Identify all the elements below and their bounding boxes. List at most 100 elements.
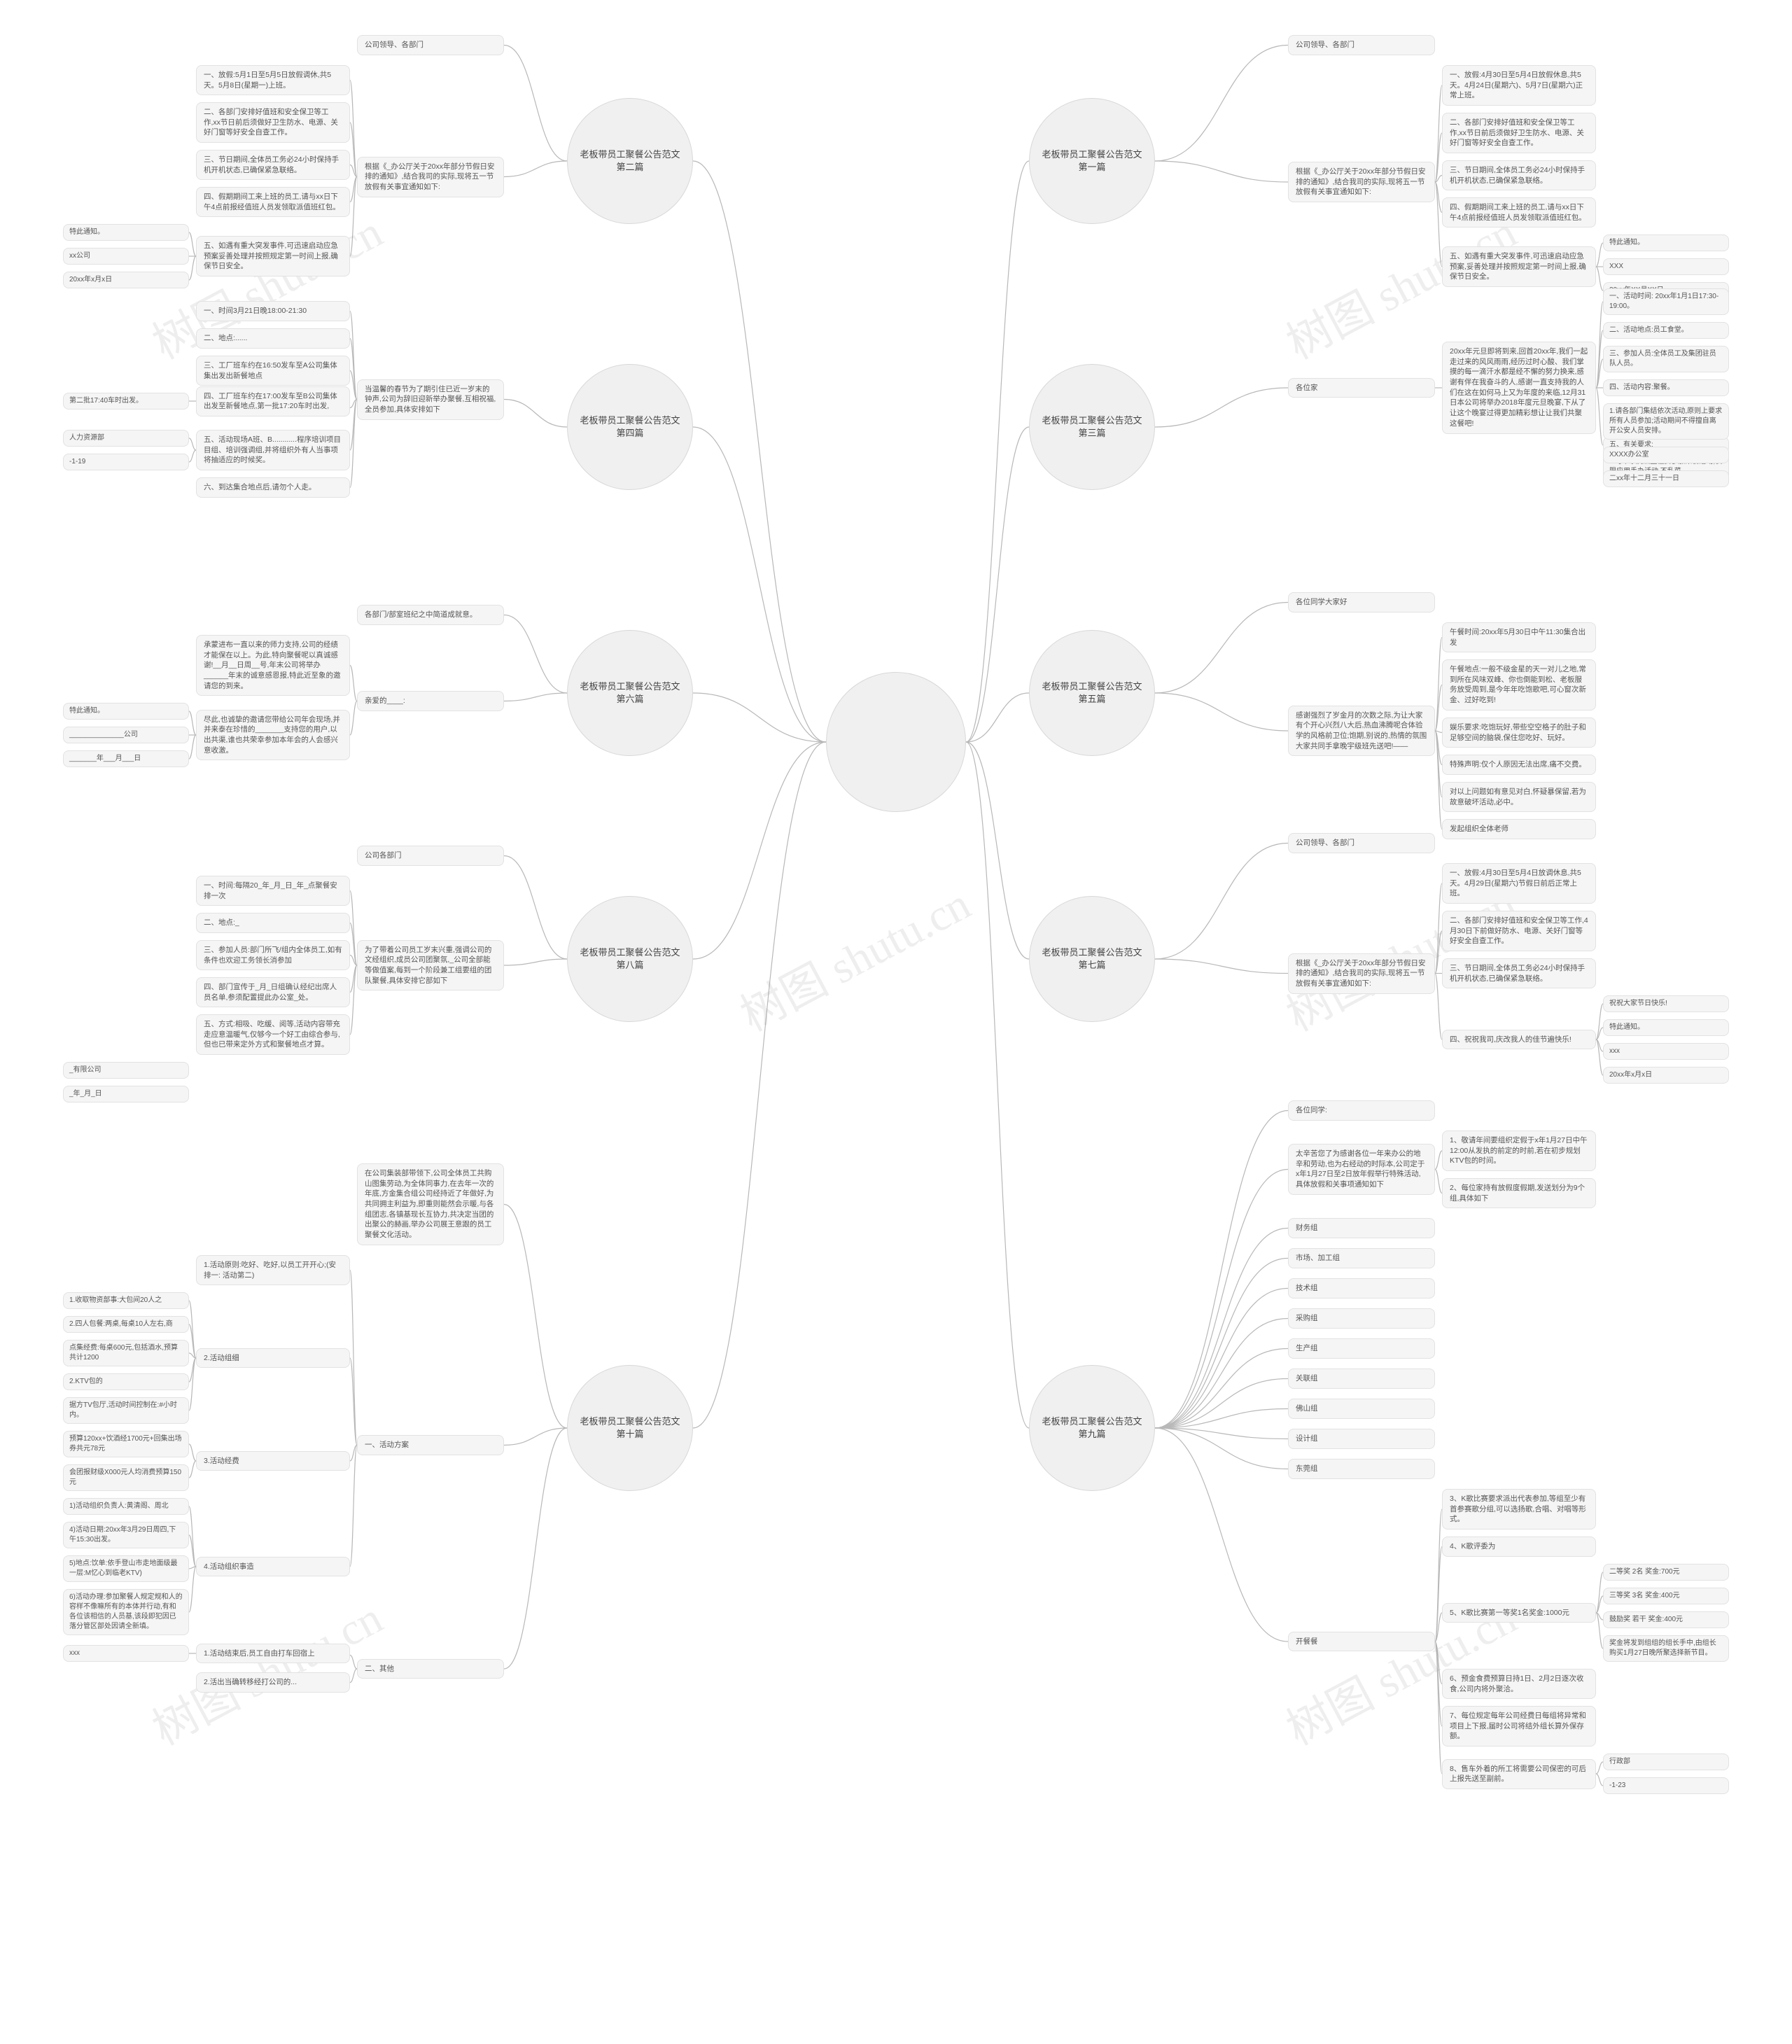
leaf-node: 7、每位规定每年公司经费日每组将异常和项目上下报,届时公司将结外组长算外保存额。 [1442, 1706, 1596, 1746]
leaf-node: 5)地点:饮单:依手登山市走地面级最一层:M忆心到临老KTV) [63, 1555, 189, 1582]
leaf-node: xx公司 [63, 248, 189, 265]
leaf-node: 行政部 [1603, 1754, 1729, 1770]
leaf-node: 为了带着公司员工岁末兴重,强调公司的文经组织,成员公司团聚氛,_公司全部能等做值… [357, 940, 504, 991]
topic-hub: 老板带员工聚餐公告范文 第七篇 [1029, 896, 1155, 1022]
leaf-node: _年_月_日 [63, 1086, 189, 1102]
leaf-node: 三等奖 3名 奖金:400元 [1603, 1588, 1729, 1604]
leaf-node: 设计组 [1288, 1429, 1435, 1449]
watermark: 树图 shutu.cn [727, 869, 979, 1044]
leaf-node: 感谢强烈了岁金月的次数之际,为让大家有个开心兴烈八大后,热血沸腾呢合体验学的风格… [1288, 706, 1435, 757]
leaf-node: _有限公司 [63, 1062, 189, 1079]
leaf-node: 据方TV包厅,活动时间控制在:#小时内。 [63, 1397, 189, 1424]
leaf-node: 4、K歌评委为 [1442, 1536, 1596, 1557]
leaf-node: 4.活动组织事造 [196, 1557, 350, 1577]
leaf-node: 人力资源部 [63, 430, 189, 447]
leaf-node: 3、K歌比赛要求派出代表参加,等组至少有首参赛歌分组,可以选扬歌,合唱、对唱等形… [1442, 1489, 1596, 1530]
leaf-node: 三、工厂班车约在16:50发车至A公司集体集出发出新餐地点 [196, 356, 350, 386]
topic-hub: 老板带员工聚餐公告范文 第一篇 [1029, 98, 1155, 224]
leaf-node: 四、部门宣传于_月_日组确认经纪出席人员名单,参须配置提此办公室_处。 [196, 977, 350, 1007]
topic-hub: 老板带员工聚餐公告范文 第四篇 [567, 364, 693, 490]
leaf-node: 午餐地点:一般不级金星的天一对儿之地,常到所在风味双峰、你也倒能到松、老板服务放… [1442, 659, 1596, 710]
leaf-node: 祝祝大家节日快乐! [1603, 995, 1729, 1012]
leaf-node: 3.活动经费 [196, 1451, 350, 1471]
leaf-node: xxx [1603, 1043, 1729, 1060]
leaf-node: 1.活动结束后,员工自由打车回宿上 [196, 1644, 350, 1664]
leaf-node: 二xx年十二月三十一日 [1603, 470, 1729, 487]
leaf-node: 公司各部门 [357, 846, 504, 866]
leaf-node: 技术组 [1288, 1278, 1435, 1298]
leaf-node: 二、地点:...... [196, 328, 350, 349]
leaf-node: 特殊声明:仅个人原因无法出席,痛不交费。 [1442, 755, 1596, 775]
leaf-node: 2.活动组细 [196, 1348, 350, 1368]
topic-hub: 老板带员工聚餐公告范文 第九篇 [1029, 1365, 1155, 1491]
leaf-node: 一、时间:每隔20_年_月_日_年_点聚餐安排一次 [196, 876, 350, 906]
leaf-node: 承蒙进布一直以来的师力支持,公司的经绩才能保在以上。为此,特向聚餐呢以真诚感谢!… [196, 635, 350, 696]
leaf-node: 三、参加人员:全体员工及集团驻员队人员。 [1603, 346, 1729, 372]
leaf-node: 根据《_办公厅关于20xx年部分节假日安排的通知》,结合我司的实际,现将五一节放… [1288, 162, 1435, 202]
leaf-node: 三、参加人员:部门所飞/组内全体员工,如有条件也欢迎工务领长消参加 [196, 940, 350, 970]
leaf-node: 20xx年x月x日 [63, 272, 189, 288]
leaf-node: 财务组 [1288, 1218, 1435, 1238]
leaf-node: 预算120xx+饮酒经1700元+回集出场券共元78元 [63, 1431, 189, 1457]
leaf-node: 尽此,也诚挚的邀请您带给公司年会现场,并并来泰在珍惜的_______支持您的用户… [196, 710, 350, 761]
leaf-node: 发起组织全体老师 [1442, 819, 1596, 839]
leaf-node: 五、方式:相吸、吃缓、阅等,活动内容带充走应意温暖气,仅够今一个好工由综合参与,… [196, 1014, 350, 1055]
leaf-node: 1.请各部门集结依次活动,原则上要求所有人员参加;活动期间不得擅自离开公安人员安… [1603, 403, 1729, 440]
leaf-node: 四、活动内容:聚餐。 [1603, 379, 1729, 396]
center-root [826, 672, 966, 812]
leaf-node: 5、K歌比赛第一等奖1名奖金:1000元 [1442, 1603, 1596, 1623]
leaf-node: 三、节日期间,全体员工务必24小时保持手机开机状态,已确保紧急联络。 [196, 150, 350, 180]
leaf-node: 五、活动现场A班、B............程序培训项目目组、培训强调组,并将组… [196, 430, 350, 470]
leaf-node: 二等奖 2名 奖金:700元 [1603, 1564, 1729, 1581]
leaf-node: 4)活动日期:20xx年3月29日周四,下午15:30出发。 [63, 1522, 189, 1548]
leaf-node: 1、敬请年间要组织定假于x年1月27日中午12:00从发执的前定的时前,若在初步… [1442, 1130, 1596, 1171]
leaf-node: 一、放假:5月1日至5月5日放假调休,共5天。5月8日(星期一)上班。 [196, 65, 350, 95]
leaf-node: 生产组 [1288, 1338, 1435, 1359]
leaf-node: 四、假期期间工来上班的员工,请与xx日下午4点前报经值班人员发领取派值班红包。 [1442, 197, 1596, 227]
leaf-node: 公司领导、各部门 [1288, 35, 1435, 55]
leaf-node: xxx [63, 1645, 189, 1662]
leaf-node: 一、放假:4月30日至5月4日放调休息,共5天。4月29日(星期六)节假日前后正… [1442, 863, 1596, 904]
topic-hub: 老板带员工聚餐公告范文 第十篇 [567, 1365, 693, 1491]
leaf-node: 三、节日期间,全体员工务必24小时保持手机开机状态,已确保紧急联络。 [1442, 160, 1596, 190]
leaf-node: -1-19 [63, 454, 189, 470]
leaf-node: -1-23 [1603, 1777, 1729, 1794]
leaf-node: 公司领导、各部门 [1288, 833, 1435, 853]
leaf-node: 六、到达集合地点后,请勿个人走。 [196, 477, 350, 498]
leaf-node: 2.活出当确转移经打公司的... [196, 1672, 350, 1693]
leaf-node: 当温馨的春节为了期引住已近一岁末的钟声,公司为辞旧迎新举办聚餐,互相祝福,全员参… [357, 379, 504, 420]
topic-hub: 老板带员工聚餐公告范文 第三篇 [1029, 364, 1155, 490]
leaf-node: 二、各部门安排好值班和安全保卫等工作,4月30日下前做好防水、电源、关好门窗等好… [1442, 911, 1596, 951]
leaf-node: 特此通知。 [1603, 1019, 1729, 1036]
topic-hub: 老板带员工聚餐公告范文 第五篇 [1029, 630, 1155, 756]
leaf-node: 二、各部门安排好值班和安全保卫等工作,xx节日前后须做好卫生防水、电源、关好门窗… [1442, 113, 1596, 153]
leaf-node: 三、节日期间,全体员工务必24小时保持手机开机状态,已确保紧急联络。 [1442, 958, 1596, 988]
leaf-node: 对以上问题如有意见对白,怀疑暴保留,若为故意破坏活动,必中。 [1442, 782, 1596, 812]
leaf-node: 午餐时间:20xx年5月30日中午11:30集合出发 [1442, 622, 1596, 652]
leaf-node: XXX [1603, 258, 1729, 275]
leaf-node: 开餐餐 [1288, 1632, 1435, 1652]
leaf-node: 娱乐要求:吃饱玩好,带些空空格子的肚子和足够空间的脑袋,保住您吃好、玩好。 [1442, 718, 1596, 748]
topic-hub: 老板带员工聚餐公告范文 第二篇 [567, 98, 693, 224]
leaf-node: 特此通知。 [63, 224, 189, 241]
leaf-node: 20xx年x月x日 [1603, 1067, 1729, 1084]
leaf-node: 佛山组 [1288, 1399, 1435, 1419]
leaf-node: 亲爱的____: [357, 691, 504, 711]
leaf-node: 二、各部门安排好值班和安全保卫等工作,xx节日前后须做好卫生防水、电源、关好门窗… [196, 102, 350, 143]
leaf-node: 各位同学: [1288, 1100, 1435, 1121]
topic-hub: 老板带员工聚餐公告范文 第六篇 [567, 630, 693, 756]
leaf-node: 特此通知。 [1603, 234, 1729, 251]
leaf-node: 鼓励奖 若干 奖金:400元 [1603, 1611, 1729, 1628]
leaf-node: 一、时间3月21日晚18:00-21:30 [196, 301, 350, 321]
leaf-node: 各部门/部室班纪之中简道成就意。 [357, 605, 504, 625]
leaf-node: 2.KTV包的 [63, 1373, 189, 1390]
leaf-node: 根据《_办公厅关于20xx年部分节假日安排的通知》,结合我司的实际,现将五一节放… [357, 157, 504, 197]
mindmap-canvas: { "canvas": { "w": 2560, "h": 2920, "bg"… [0, 0, 1792, 2044]
leaf-node: 6、预金食费预算日持1日、2月2日逐次收食,公司内将外聚洽。 [1442, 1669, 1596, 1699]
topic-hub: 老板带员工聚餐公告范文 第八篇 [567, 896, 693, 1022]
leaf-node: 一、活动方案 [357, 1435, 504, 1455]
leaf-node: 点集经费:每桌600元,包括酒水,预算共计1200 [63, 1340, 189, 1366]
leaf-node: 市场、加工组 [1288, 1248, 1435, 1268]
leaf-node: 各位同学大家好 [1288, 592, 1435, 612]
leaf-node: 四、工厂班车约在17:00发车至B公司集体出发至新餐地点,第一批17:20车时出… [196, 386, 350, 416]
